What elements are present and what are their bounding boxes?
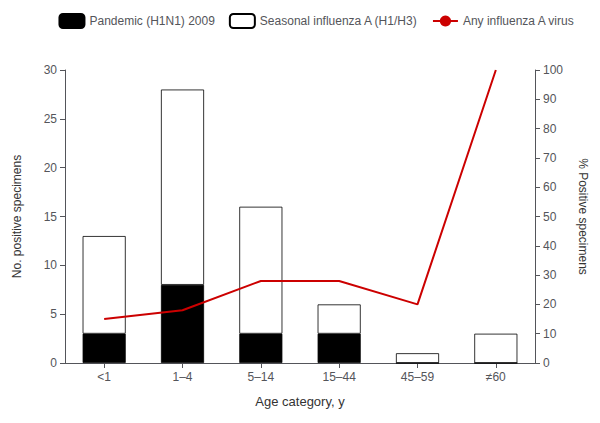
svg-text:10: 10	[543, 327, 557, 341]
svg-text:Age category, y: Age category, y	[255, 394, 345, 409]
svg-text:No. positive specimens: No. positive specimens	[10, 155, 24, 278]
svg-text:40: 40	[543, 239, 557, 253]
svg-text:80: 80	[543, 122, 557, 136]
svg-text:5: 5	[50, 307, 57, 321]
svg-text:1–4: 1–4	[172, 370, 192, 384]
svg-text:% Positive specimens: % Positive specimens	[576, 158, 590, 275]
svg-text:30: 30	[44, 63, 58, 77]
svg-text:15: 15	[44, 210, 58, 224]
svg-text:30: 30	[543, 268, 557, 282]
svg-text:<1: <1	[97, 370, 111, 384]
svg-text:25: 25	[44, 112, 58, 126]
svg-text:Seasonal influenza A (H1/H3): Seasonal influenza A (H1/H3)	[260, 14, 417, 28]
svg-text:10: 10	[44, 258, 58, 272]
svg-text:≠60: ≠60	[486, 370, 506, 384]
svg-text:70: 70	[543, 151, 557, 165]
svg-text:50: 50	[543, 210, 557, 224]
svg-text:0: 0	[543, 356, 550, 370]
svg-text:15–44: 15–44	[322, 370, 356, 384]
svg-text:5–14: 5–14	[247, 370, 274, 384]
svg-text:90: 90	[543, 92, 557, 106]
svg-text:Pandemic (H1N1) 2009: Pandemic (H1N1) 2009	[89, 14, 215, 28]
svg-text:45–59: 45–59	[401, 370, 435, 384]
svg-text:20: 20	[44, 161, 58, 175]
svg-text:60: 60	[543, 180, 557, 194]
svg-text:0: 0	[50, 356, 57, 370]
svg-text:Any influenza A virus: Any influenza A virus	[463, 14, 574, 28]
svg-text:20: 20	[543, 297, 557, 311]
svg-text:100: 100	[543, 63, 563, 77]
